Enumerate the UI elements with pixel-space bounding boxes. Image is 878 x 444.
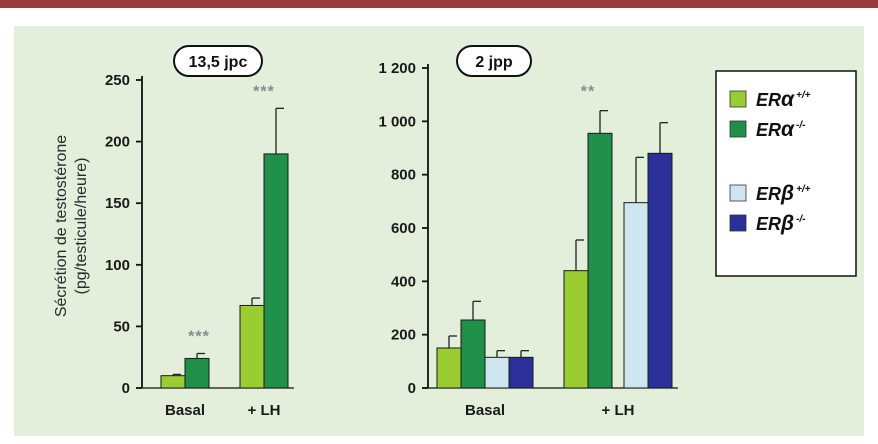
legend-item: ERα +/+: [729, 88, 811, 111]
y-tick-label: 50: [113, 318, 130, 335]
legend-label: ERβ +/+: [756, 182, 811, 205]
significance-label: ***: [188, 329, 210, 346]
bar: [587, 132, 613, 389]
y-axis: 0 50 100 150 200 250: [105, 72, 294, 397]
y-tick-label: 250: [105, 72, 130, 89]
y-axis-label-line2: (pg/testicule/heure): [73, 158, 90, 295]
bar: [508, 356, 534, 389]
y-tick-label: 1 000: [378, 113, 416, 130]
significance-labels: *** ***: [188, 83, 275, 346]
bar: [239, 304, 265, 389]
y-tick-label: 200: [391, 327, 416, 344]
category-labels: Basal + LH: [465, 402, 634, 419]
y-tick-label: 1 200: [378, 60, 416, 77]
y-axis-label-line1: Sécrétion de testostérone: [53, 135, 70, 317]
category-label: Basal: [165, 402, 205, 419]
y-tick-label: 0: [408, 380, 416, 397]
chart-panel: Sécrétion de testostérone (pg/testicule/…: [14, 26, 864, 436]
panel-title-frame: [173, 45, 263, 77]
bar: [460, 319, 486, 389]
bar: [484, 356, 510, 389]
y-axis-label: Sécrétion de testostérone (pg/testicule/…: [53, 135, 90, 317]
significance-label: **: [581, 84, 595, 101]
bar: [647, 152, 673, 389]
panel-title-frame: [456, 45, 532, 77]
bar: [563, 270, 589, 389]
bar: [160, 375, 186, 389]
panel-title-badge: 2 jpp: [456, 45, 532, 77]
y-tick-label: 200: [105, 134, 130, 151]
y-tick-label: 0: [122, 380, 130, 397]
top-rule: [0, 0, 878, 8]
panel-title: 13,5 jpc: [189, 54, 248, 71]
legend-item: ERβ -/-: [729, 212, 806, 235]
legend-label: ERβ -/-: [756, 212, 806, 235]
legend-swatch: [729, 90, 747, 108]
legend-item: ERα -/-: [729, 118, 806, 141]
chart-svg: Sécrétion de testostérone (pg/testicule/…: [53, 45, 857, 419]
bar: [623, 202, 649, 389]
category-label: + LH: [248, 402, 281, 419]
legend-swatch: [729, 184, 747, 202]
y-tick-label: 400: [391, 273, 416, 290]
y-axis: 0 200 400 600 800 1 000 1 200: [378, 60, 678, 397]
bars: [436, 110, 673, 389]
y-tick-label: 150: [105, 195, 130, 212]
y-tick-label: 100: [105, 257, 130, 274]
category-labels: Basal + LH: [165, 402, 280, 419]
panel-title: 2 jpp: [475, 54, 513, 71]
legend: ERα +/+ ERα -/- ERβ +/+ ERβ -/-: [715, 70, 857, 277]
legend-label: ERα +/+: [756, 88, 811, 111]
legend-item: ERβ +/+: [729, 182, 811, 205]
y-tick-label: 800: [391, 167, 416, 184]
category-label: Basal: [465, 402, 505, 419]
y-tick-label: 600: [391, 220, 416, 237]
legend-label: ERα -/-: [756, 118, 806, 141]
bar: [184, 357, 210, 389]
significance-labels: **: [581, 84, 595, 101]
significance-label: ***: [253, 83, 275, 100]
bar: [263, 153, 289, 389]
bars: [160, 107, 289, 389]
legend-swatch: [729, 214, 747, 232]
legend-swatch: [729, 120, 747, 138]
bar: [436, 347, 462, 389]
category-label: + LH: [602, 402, 635, 419]
panel-title-badge: 13,5 jpc: [173, 45, 263, 77]
